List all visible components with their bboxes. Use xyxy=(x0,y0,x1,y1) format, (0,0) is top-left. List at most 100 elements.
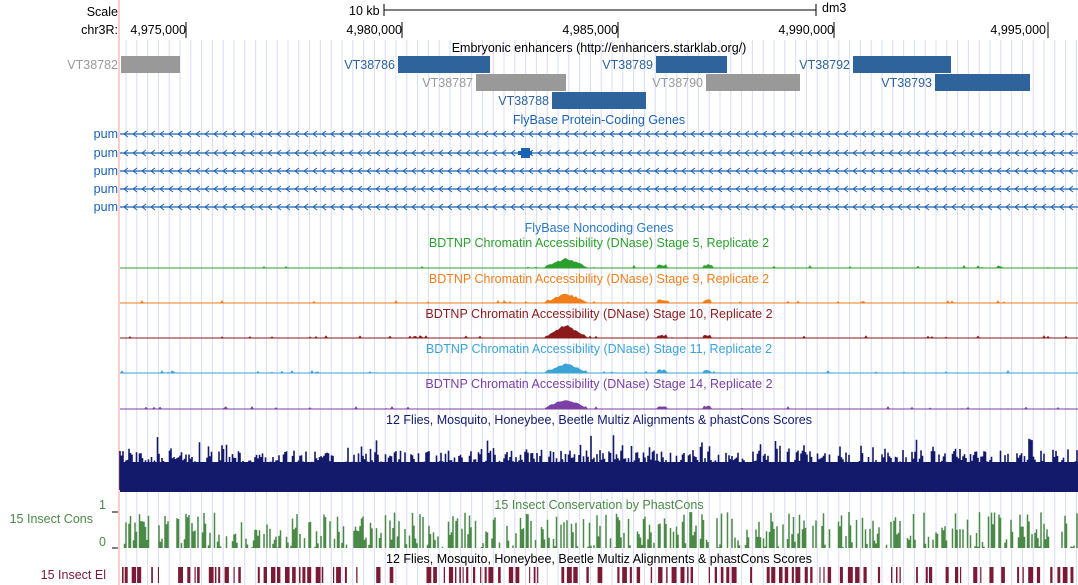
conserved-element xyxy=(137,567,142,583)
conserved-element xyxy=(537,567,539,583)
conserved-element xyxy=(376,567,381,583)
phastcons-side-label[interactable]: 15 Insect Cons xyxy=(9,512,93,526)
conserved-element xyxy=(839,567,843,583)
conserved-element xyxy=(218,567,221,583)
conserved-element xyxy=(1022,567,1024,583)
conserved-element xyxy=(973,567,978,583)
enhancer-feature-vt38790[interactable] xyxy=(706,74,800,91)
enhancer-feature-vt38786[interactable] xyxy=(398,56,490,73)
conserved-element xyxy=(863,567,867,583)
conserved-element xyxy=(529,567,531,583)
conserved-element xyxy=(847,567,853,583)
position-tick-label: 4,985,000 xyxy=(562,23,618,37)
conserved-element xyxy=(333,567,335,583)
conserved-element xyxy=(855,567,860,583)
gene-label-pum[interactable]: pum xyxy=(93,200,118,214)
enhancer-label-vt38786[interactable]: VT38786 xyxy=(344,58,395,72)
scale-bar-label: 10 kb xyxy=(349,4,380,18)
elements-side-label[interactable]: 15 Insect El xyxy=(40,568,106,582)
conserved-element xyxy=(687,567,689,583)
conserved-element xyxy=(714,567,717,583)
position-tick-label: 4,995,000 xyxy=(990,23,1046,37)
gene-label-pum[interactable]: pum xyxy=(93,127,118,141)
enhancer-label-vt38782[interactable]: VT38782 xyxy=(67,58,118,72)
conserved-element xyxy=(1070,567,1074,583)
conserved-element xyxy=(426,567,432,583)
enhancer-label-vt38790[interactable]: VT38790 xyxy=(652,76,703,90)
conserved-element xyxy=(896,567,898,583)
conserved-element xyxy=(1017,567,1020,583)
conserved-element xyxy=(916,567,918,583)
enhancer-label-vt38793[interactable]: VT38793 xyxy=(881,76,932,90)
conserved-element xyxy=(473,567,476,583)
strand-arrow xyxy=(123,167,1074,175)
dnase-signal xyxy=(120,363,1078,373)
conserved-element xyxy=(462,567,464,583)
conserved-element xyxy=(498,567,501,583)
conserved-element xyxy=(597,567,603,583)
elements-track-title[interactable]: 12 Flies, Mosquito, Honeybee, Beetle Mul… xyxy=(386,552,812,566)
dnase-signal xyxy=(120,400,1078,409)
conserved-element xyxy=(307,567,312,583)
gene-label-pum[interactable]: pum xyxy=(93,182,118,196)
position-tick-label: 4,975,000 xyxy=(130,23,186,37)
conserved-element xyxy=(945,567,949,583)
conserved-element xyxy=(1057,567,1061,583)
conserved-element xyxy=(929,567,933,583)
strand-arrow xyxy=(123,185,1074,193)
conserved-element xyxy=(708,567,710,583)
flybase-coding-track-title[interactable]: FlyBase Protein-Coding Genes xyxy=(512,113,686,127)
enhancer-feature-vt38793[interactable] xyxy=(935,74,1030,91)
multiz-track-title[interactable]: 12 Flies, Mosquito, Honeybee, Beetle Mul… xyxy=(386,413,812,427)
conserved-element xyxy=(271,567,276,583)
conserved-element xyxy=(233,567,235,583)
enhancer-feature-vt38788[interactable] xyxy=(552,92,646,109)
scale-label: Scale xyxy=(86,5,118,19)
gene-label-pum[interactable]: pum xyxy=(93,146,118,160)
conserved-element xyxy=(891,567,893,583)
conserved-element xyxy=(622,567,627,583)
conserved-element xyxy=(666,567,668,583)
gene-label-pum[interactable]: pum xyxy=(93,164,118,178)
dnase-stage14-track-title[interactable]: BDTNP Chromatin Accessibility (DNase) St… xyxy=(425,377,773,391)
conserved-element xyxy=(1028,567,1034,583)
conserved-element xyxy=(443,567,445,583)
conserved-element xyxy=(356,567,358,583)
utr-block xyxy=(518,151,532,155)
enhancer-label-vt38788[interactable]: VT38788 xyxy=(498,94,549,108)
conserved-element xyxy=(277,567,281,583)
conserved-element xyxy=(302,567,306,583)
conserved-element xyxy=(488,567,494,583)
dnase-stage9-track-title[interactable]: BDTNP Chromatin Accessibility (DNase) St… xyxy=(428,272,770,286)
conserved-element xyxy=(515,567,520,583)
phastcons-signal xyxy=(123,512,1078,548)
conserved-element xyxy=(680,567,685,583)
conserved-element xyxy=(299,567,301,583)
phastcons-track-title[interactable]: 15 Insect Conservation by PhastCons xyxy=(494,498,704,512)
enhancer-feature-vt38782[interactable] xyxy=(121,56,180,73)
conserved-element xyxy=(480,567,482,583)
dnase-signal xyxy=(120,325,1078,338)
conserved-element xyxy=(877,567,881,583)
conserved-element xyxy=(224,567,229,583)
enhancer-label-vt38787[interactable]: VT38787 xyxy=(422,76,473,90)
conserved-element xyxy=(658,567,663,583)
enhancer-feature-vt38789[interactable] xyxy=(656,56,727,73)
dnase-stage10-track-title[interactable]: BDTNP Chromatin Accessibility (DNase) St… xyxy=(425,307,773,321)
conserved-element xyxy=(214,567,217,583)
conserved-element xyxy=(336,567,341,583)
enhancer-feature-vt38792[interactable] xyxy=(853,56,951,73)
dnase-stage11-track-title[interactable]: BDTNP Chromatin Accessibility (DNase) St… xyxy=(425,342,773,356)
dnase-signal xyxy=(120,293,1078,303)
conserved-element xyxy=(823,567,825,583)
conserved-element xyxy=(433,567,437,583)
enhancer-feature-vt38787[interactable] xyxy=(476,74,566,91)
dnase-stage5-track-title[interactable]: BDTNP Chromatin Accessibility (DNase) St… xyxy=(428,236,770,250)
enhancer-label-vt38789[interactable]: VT38789 xyxy=(602,58,653,72)
enhancers-track-title[interactable]: Embryonic enhancers (http://enhancers.st… xyxy=(451,41,747,55)
flybase-noncoding-track-title[interactable]: FlyBase Noncoding Genes xyxy=(524,221,674,235)
conserved-element xyxy=(466,567,469,583)
enhancer-label-vt38792[interactable]: VT38792 xyxy=(799,58,850,72)
